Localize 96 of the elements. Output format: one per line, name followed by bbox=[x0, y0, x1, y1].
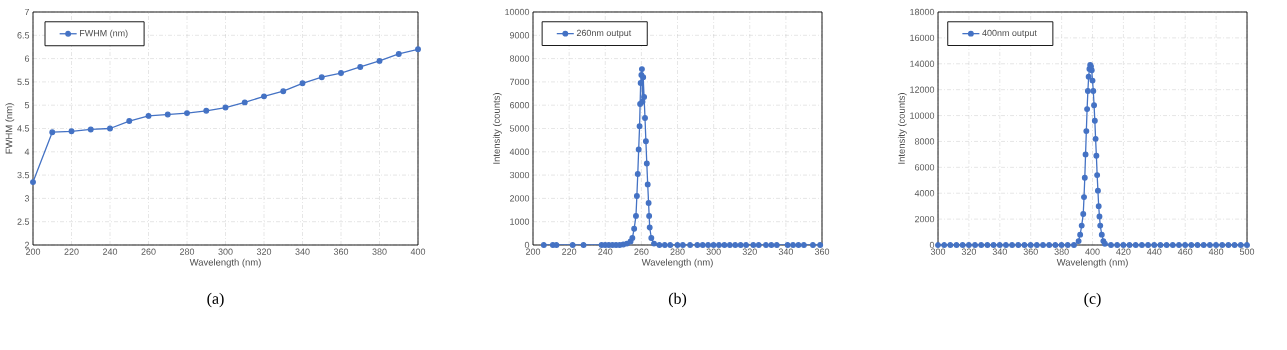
y-tick-label: 6 bbox=[24, 55, 30, 62]
text: (a) bbox=[207, 292, 224, 308]
x-tick-label: 220 bbox=[64, 248, 79, 255]
y-tick-label: 6000 bbox=[915, 164, 935, 171]
x-axis-title: Wavelength (nm) bbox=[189, 258, 261, 268]
y-tick-label: 5000 bbox=[509, 125, 530, 132]
y-tick-label: 18000 bbox=[910, 8, 935, 16]
y-tick-label: 2.5 bbox=[17, 218, 30, 225]
y-tick-label: 5.5 bbox=[17, 78, 30, 86]
y-tick-label: 16000 bbox=[910, 34, 935, 42]
y-tick-label: 14000 bbox=[910, 60, 935, 67]
y-tick-label: 5 bbox=[24, 102, 30, 109]
point bbox=[280, 88, 287, 95]
y-tick-label: 7 bbox=[24, 8, 30, 16]
y-tick-label: 12000 bbox=[910, 86, 935, 93]
point bbox=[241, 99, 248, 106]
x-axis-title: Wavelength (nm) bbox=[1056, 258, 1128, 268]
x-tick-label: 320 bbox=[742, 248, 757, 255]
y-tick-label: 3.5 bbox=[17, 171, 30, 179]
text: (b) bbox=[668, 292, 687, 308]
point bbox=[87, 126, 94, 133]
y-tick-label: 2000 bbox=[510, 195, 530, 202]
y-tick-label: 10000 bbox=[505, 8, 530, 16]
x-tick-label: 200 bbox=[25, 248, 41, 255]
y-tick-label: 8000 bbox=[509, 55, 530, 62]
x-axis-title: Wavelength (nm) bbox=[641, 258, 713, 268]
x-tick-label: 340 bbox=[778, 248, 794, 255]
x-tick-label: 480 bbox=[1208, 248, 1224, 255]
point bbox=[145, 112, 152, 119]
x-tick-label: 240 bbox=[102, 248, 118, 255]
y-tick-label: 6.5 bbox=[17, 32, 30, 39]
x-tick-label: 300 bbox=[930, 248, 946, 255]
y-tick-label: 3000 bbox=[509, 171, 530, 179]
y-axis-title: FWHM (nm) bbox=[5, 103, 15, 154]
point bbox=[357, 64, 364, 70]
y-tick-label: 7000 bbox=[510, 78, 530, 86]
y-axis-title: Intensity (counts) bbox=[492, 93, 502, 164]
x-tick-label: 400 bbox=[1085, 248, 1100, 255]
x-tick-label: 320 bbox=[256, 248, 272, 255]
y-tick-label: 3 bbox=[24, 195, 30, 202]
legend-label: FWHM (nm) bbox=[80, 29, 128, 39]
x-tick-label: 300 bbox=[706, 248, 721, 255]
point bbox=[107, 125, 113, 132]
x-tick-label: 280 bbox=[670, 248, 685, 255]
y-tick-label: 0 bbox=[524, 241, 530, 249]
x-tick-label: 320 bbox=[961, 248, 977, 255]
point bbox=[318, 74, 325, 81]
point bbox=[338, 70, 344, 76]
y-tick-label: 9000 bbox=[509, 32, 530, 39]
point bbox=[49, 129, 56, 136]
x-tick-label: 340 bbox=[992, 248, 1007, 255]
point bbox=[376, 57, 383, 64]
text: (c) bbox=[1084, 292, 1101, 308]
point bbox=[222, 104, 229, 111]
point bbox=[126, 118, 133, 124]
x-tick-label: 200 bbox=[525, 248, 541, 255]
x-tick-label: 240 bbox=[598, 248, 613, 255]
y-tick-label: 4000 bbox=[914, 190, 935, 197]
x-tick-label: 400 bbox=[410, 248, 426, 255]
y-tick-label: 4000 bbox=[509, 148, 530, 155]
y-tick-label: 10000 bbox=[910, 112, 935, 119]
x-tick-label: 360 bbox=[1023, 248, 1038, 255]
x-tick-label: 360 bbox=[333, 248, 349, 255]
y-tick-label: 2000 bbox=[915, 215, 935, 223]
x-tick-label: 280 bbox=[179, 248, 195, 255]
point bbox=[261, 93, 267, 100]
y-tick-label: 4 bbox=[24, 148, 30, 155]
y-tick-label: 4.5 bbox=[17, 125, 30, 132]
x-tick-label: 380 bbox=[372, 248, 387, 255]
y-tick-label: 1000 bbox=[510, 218, 530, 225]
legend-label: 260nm output bbox=[576, 29, 632, 38]
x-tick-label: 220 bbox=[562, 248, 577, 255]
x-tick-label: 500 bbox=[1239, 248, 1255, 255]
x-tick-label: 360 bbox=[814, 248, 830, 255]
y-tick-label: 2 bbox=[24, 241, 30, 249]
point bbox=[395, 50, 402, 57]
x-tick-label: 460 bbox=[1177, 248, 1193, 255]
point bbox=[299, 80, 306, 87]
legend-label: 400nm output bbox=[982, 29, 1037, 38]
x-tick-label: 440 bbox=[1147, 248, 1162, 255]
point bbox=[30, 179, 36, 186]
point bbox=[184, 110, 190, 117]
x-tick-label: 380 bbox=[1054, 248, 1069, 255]
point bbox=[68, 128, 75, 135]
x-tick-label: 420 bbox=[1116, 248, 1131, 255]
x-tick-label: 260 bbox=[634, 248, 649, 255]
x-tick-label: 300 bbox=[218, 248, 233, 255]
y-tick-label: 0 bbox=[929, 241, 935, 249]
y-tick-label: 6000 bbox=[510, 102, 530, 109]
x-tick-label: 340 bbox=[295, 248, 310, 255]
x-tick-label: 260 bbox=[141, 248, 156, 255]
point bbox=[164, 111, 171, 118]
y-tick-label: 8000 bbox=[914, 138, 935, 145]
point bbox=[203, 107, 210, 114]
point bbox=[415, 46, 421, 53]
y-axis-title: Intensity (counts) bbox=[897, 93, 907, 164]
